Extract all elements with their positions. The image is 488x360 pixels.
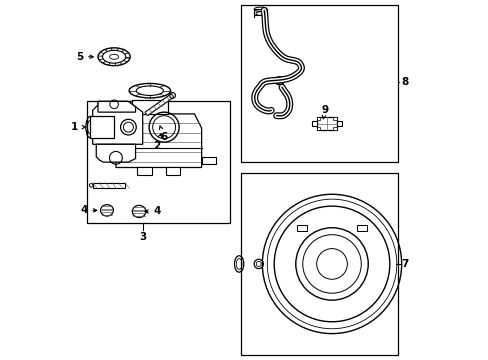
Bar — [296, 225, 306, 231]
Text: 8: 8 — [401, 77, 408, 87]
Polygon shape — [116, 114, 201, 167]
Text: 7: 7 — [401, 259, 408, 269]
Bar — [332, 127, 336, 130]
Bar — [254, 9, 266, 15]
Polygon shape — [96, 144, 135, 162]
Polygon shape — [93, 183, 124, 188]
Text: 4: 4 — [144, 206, 161, 216]
Text: 4: 4 — [80, 205, 97, 215]
Text: 9: 9 — [321, 105, 328, 119]
Bar — [312, 121, 317, 126]
Text: 3: 3 — [139, 232, 146, 242]
Bar — [87, 102, 230, 223]
Bar — [356, 225, 366, 231]
Bar — [241, 5, 397, 162]
Polygon shape — [201, 157, 216, 164]
Polygon shape — [132, 100, 167, 114]
Polygon shape — [98, 102, 135, 112]
Polygon shape — [93, 102, 142, 144]
Polygon shape — [165, 167, 180, 175]
Bar — [316, 117, 320, 120]
Polygon shape — [145, 94, 173, 116]
Bar — [316, 117, 336, 130]
Text: 5: 5 — [76, 52, 93, 62]
Bar — [316, 127, 320, 130]
Text: 2: 2 — [153, 134, 161, 151]
Polygon shape — [90, 116, 114, 138]
Bar — [332, 117, 336, 120]
Text: 6: 6 — [159, 126, 167, 142]
Bar — [241, 173, 397, 355]
Text: 1: 1 — [71, 122, 85, 132]
Bar — [336, 121, 341, 126]
Polygon shape — [137, 167, 151, 175]
